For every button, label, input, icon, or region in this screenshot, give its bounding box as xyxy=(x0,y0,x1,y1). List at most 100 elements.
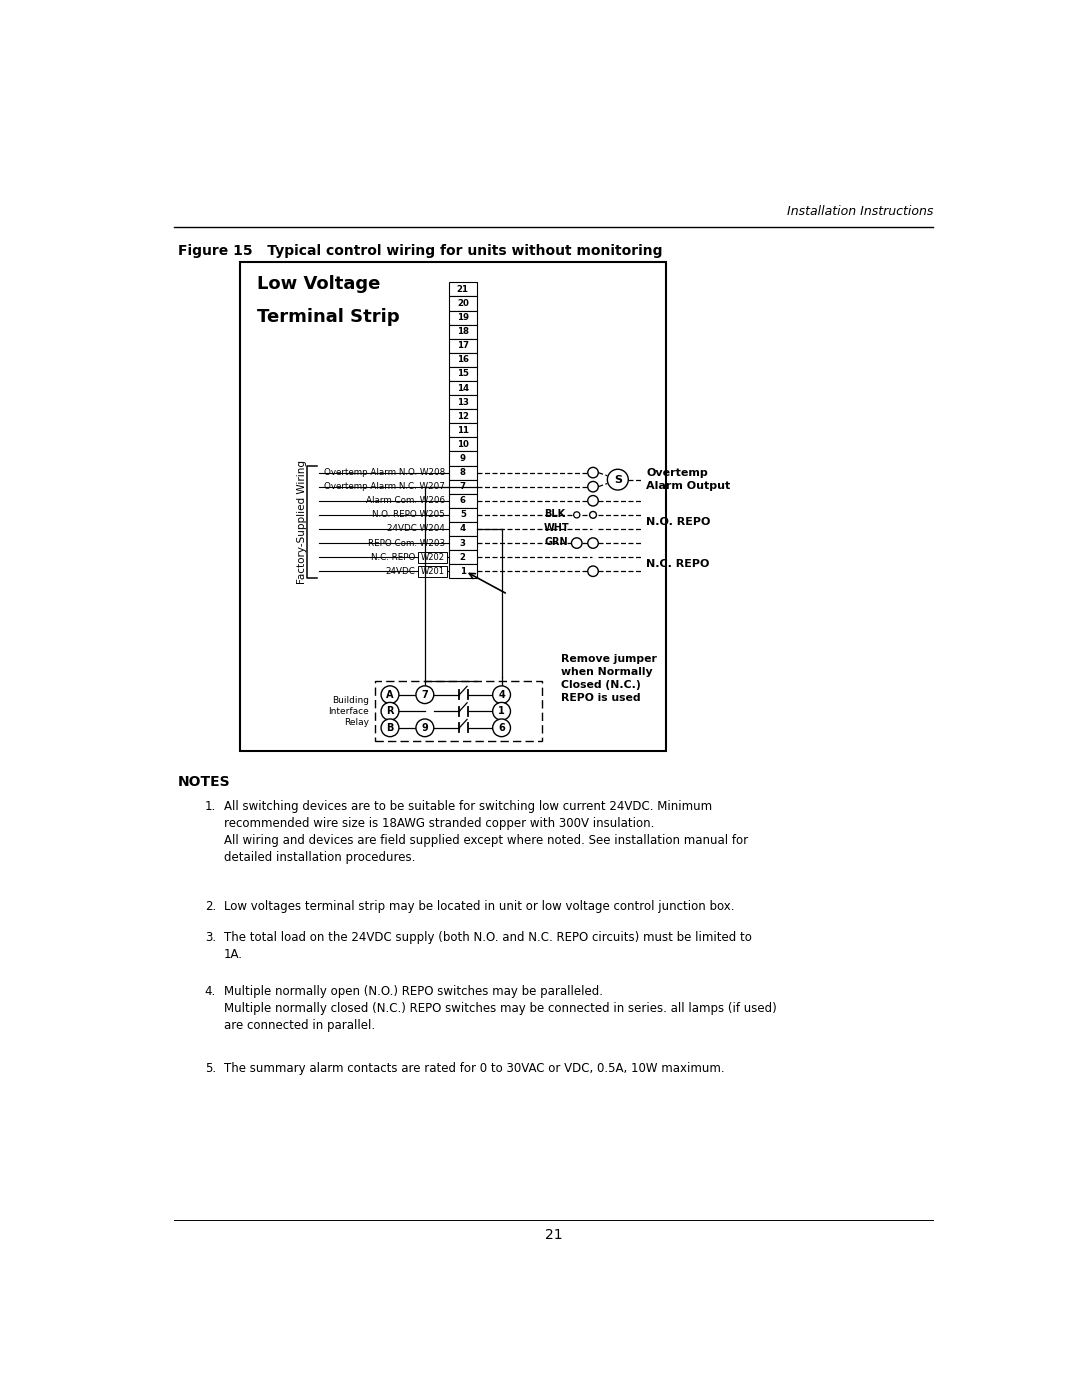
Bar xyxy=(418,566,447,577)
Text: 15: 15 xyxy=(457,369,469,379)
Circle shape xyxy=(381,719,399,736)
Circle shape xyxy=(573,511,580,518)
Text: 2: 2 xyxy=(460,553,465,562)
Text: Factory-Supplied Wiring: Factory-Supplied Wiring xyxy=(297,460,307,584)
Text: 13: 13 xyxy=(457,398,469,407)
Text: BLK: BLK xyxy=(544,509,565,520)
Text: 14: 14 xyxy=(457,384,469,393)
Circle shape xyxy=(588,496,598,506)
Bar xyxy=(449,564,476,578)
Text: NOTES: NOTES xyxy=(177,775,230,789)
Circle shape xyxy=(416,719,434,736)
Text: W201: W201 xyxy=(420,567,445,576)
Text: Figure 15   Typical control wiring for units without monitoring: Figure 15 Typical control wiring for uni… xyxy=(177,244,662,258)
Text: The summary alarm contacts are rated for 0 to 30VAC or VDC, 0.5A, 10W maximum.: The summary alarm contacts are rated for… xyxy=(225,1062,725,1074)
Bar xyxy=(449,479,476,493)
Text: 24VDC W204: 24VDC W204 xyxy=(387,524,445,534)
Text: Alarm Com. W206: Alarm Com. W206 xyxy=(366,496,445,506)
Text: W202: W202 xyxy=(420,553,445,562)
Circle shape xyxy=(381,686,399,704)
Text: REPO Com. W203: REPO Com. W203 xyxy=(368,539,445,548)
Bar xyxy=(449,550,476,564)
Bar xyxy=(449,423,476,437)
Text: 9: 9 xyxy=(421,722,429,733)
Text: 5.: 5. xyxy=(205,1062,216,1074)
Bar xyxy=(375,682,542,742)
Text: 4: 4 xyxy=(460,524,465,534)
Bar xyxy=(449,465,476,479)
Bar xyxy=(449,310,476,324)
Circle shape xyxy=(590,511,596,518)
Circle shape xyxy=(588,468,598,478)
Bar xyxy=(449,437,476,451)
Text: Multiple normally open (N.O.) REPO switches may be paralleled.
Multiple normally: Multiple normally open (N.O.) REPO switc… xyxy=(225,985,777,1031)
Text: S: S xyxy=(613,475,622,485)
Text: 3.: 3. xyxy=(205,930,216,944)
Text: Building
Interface
Relay: Building Interface Relay xyxy=(328,696,369,726)
Text: 12: 12 xyxy=(457,412,469,420)
Circle shape xyxy=(588,482,598,492)
Text: 21: 21 xyxy=(544,1228,563,1242)
Text: 1: 1 xyxy=(460,567,465,576)
Text: All switching devices are to be suitable for switching low current 24VDC. Minimu: All switching devices are to be suitable… xyxy=(225,800,748,863)
Text: 1.: 1. xyxy=(205,800,216,813)
Circle shape xyxy=(492,703,511,719)
Text: 18: 18 xyxy=(457,327,469,337)
Text: 11: 11 xyxy=(457,426,469,434)
Circle shape xyxy=(588,538,598,548)
Bar xyxy=(449,536,476,550)
Bar xyxy=(449,522,476,536)
Circle shape xyxy=(607,469,629,490)
Text: 6: 6 xyxy=(460,496,465,506)
Text: N.C. REPO: N.C. REPO xyxy=(372,553,416,562)
Bar xyxy=(449,451,476,465)
Text: R: R xyxy=(387,707,394,717)
Circle shape xyxy=(381,703,399,719)
Bar xyxy=(418,552,447,563)
Text: B: B xyxy=(387,722,394,733)
Bar xyxy=(449,324,476,338)
Text: 7: 7 xyxy=(460,482,465,492)
Bar xyxy=(449,338,476,353)
Text: Overtemp Alarm N.C. W207: Overtemp Alarm N.C. W207 xyxy=(324,482,445,492)
Bar xyxy=(449,353,476,367)
Text: 16: 16 xyxy=(457,355,469,365)
Text: Overtemp Alarm N.O. W208: Overtemp Alarm N.O. W208 xyxy=(324,468,445,478)
Text: 6: 6 xyxy=(498,722,505,733)
Circle shape xyxy=(492,686,511,704)
Text: Low Voltage: Low Voltage xyxy=(257,275,380,293)
Text: WHT: WHT xyxy=(544,524,570,534)
Bar xyxy=(449,282,476,296)
Text: 10: 10 xyxy=(457,440,469,448)
Bar xyxy=(449,296,476,310)
Text: 4.: 4. xyxy=(205,985,216,997)
Bar xyxy=(449,381,476,395)
Circle shape xyxy=(571,538,582,548)
Text: 7: 7 xyxy=(421,690,429,700)
Text: 24VDC: 24VDC xyxy=(386,567,416,576)
Text: The total load on the 24VDC supply (both N.O. and N.C. REPO circuits) must be li: The total load on the 24VDC supply (both… xyxy=(225,930,752,961)
Text: 1: 1 xyxy=(498,707,505,717)
Text: 2.: 2. xyxy=(205,900,216,912)
Text: N.O. REPO: N.O. REPO xyxy=(647,517,711,527)
Bar xyxy=(449,395,476,409)
Text: 3: 3 xyxy=(460,539,465,548)
Bar xyxy=(449,367,476,381)
Text: Overtemp
Alarm Output: Overtemp Alarm Output xyxy=(647,468,731,490)
Circle shape xyxy=(416,686,434,704)
Text: A: A xyxy=(387,690,394,700)
Text: Low voltages terminal strip may be located in unit or low voltage control juncti: Low voltages terminal strip may be locat… xyxy=(225,900,734,912)
Text: 21: 21 xyxy=(457,285,469,293)
Text: N.O. REPO W205: N.O. REPO W205 xyxy=(373,510,445,520)
Bar xyxy=(449,409,476,423)
Text: 9: 9 xyxy=(460,454,465,462)
Text: 20: 20 xyxy=(457,299,469,307)
Text: N.C. REPO: N.C. REPO xyxy=(647,559,710,569)
Text: Terminal Strip: Terminal Strip xyxy=(257,307,400,326)
Circle shape xyxy=(492,719,511,736)
Circle shape xyxy=(588,566,598,577)
Text: 5: 5 xyxy=(460,510,465,520)
Bar xyxy=(240,261,666,750)
Text: Remove jumper
when Normally
Closed (N.C.)
REPO is used: Remove jumper when Normally Closed (N.C.… xyxy=(562,654,657,703)
Bar xyxy=(449,509,476,522)
